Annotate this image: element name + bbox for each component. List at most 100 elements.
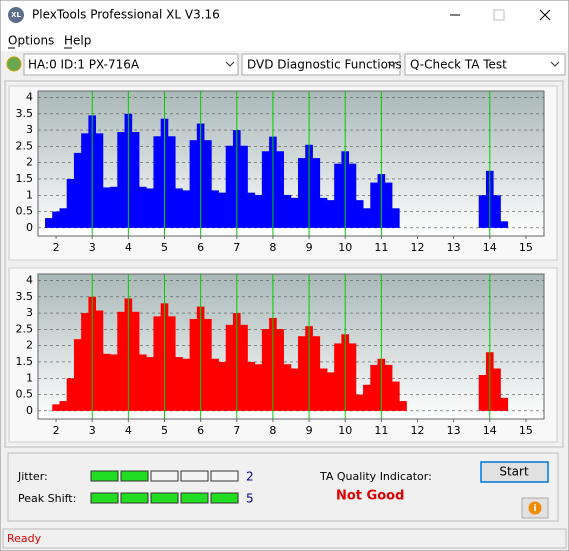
bar: [478, 375, 487, 411]
bar: [225, 324, 234, 411]
bar: [225, 145, 234, 228]
bar: [189, 318, 198, 411]
bar: [95, 310, 104, 411]
y-tick-label: 3: [26, 123, 33, 136]
close-button[interactable]: [539, 9, 551, 21]
bar: [326, 200, 335, 228]
y-tick-label: 4: [26, 274, 33, 287]
y-tick-label: 1: [26, 188, 33, 201]
x-tick-label: 3: [89, 241, 96, 254]
x-tick-label: 4: [125, 241, 132, 254]
y-tick-label: 3.5: [16, 107, 34, 120]
bar: [73, 339, 82, 411]
test-select[interactable]: [404, 53, 566, 76]
bar: [319, 197, 328, 228]
meter-segment-filled: [90, 492, 119, 504]
bar: [204, 140, 212, 228]
bar: [478, 195, 487, 228]
bar: [261, 329, 270, 411]
meter-segment-filled: [180, 492, 209, 504]
x-tick-label: 13: [447, 424, 461, 437]
results-panel: [7, 452, 559, 522]
bar: [500, 397, 509, 411]
x-tick-label: 6: [197, 424, 204, 437]
x-tick-label: 12: [411, 424, 425, 437]
bar: [254, 364, 263, 411]
bar: [110, 186, 118, 228]
y-tick-label: 2: [26, 339, 33, 352]
bar: [290, 197, 299, 228]
x-tick-label: 14: [483, 424, 497, 437]
bar: [384, 364, 393, 411]
info-icon-text: i: [533, 504, 536, 514]
meter-segment-filled: [210, 492, 239, 504]
drive-select-text: HA:0 ID:1 PX-716A: [28, 58, 140, 72]
x-tick-label: 8: [269, 241, 276, 254]
bar: [240, 324, 248, 411]
x-tick-label: 15: [519, 241, 533, 254]
bar: [167, 136, 176, 228]
bar: [399, 401, 407, 411]
x-tick-label: 10: [338, 241, 352, 254]
maximize-button[interactable]: [493, 9, 505, 21]
chart: 0 0.5 1 1.5 2 2.5 3 3.5 4 2 3 4 5 6 7 8 9 10 11 12 13 14 15: [16, 90, 545, 254]
y-tick-label: 4: [26, 91, 33, 104]
bar: [218, 192, 227, 228]
bar: [167, 316, 176, 411]
function-select[interactable]: [241, 53, 401, 76]
x-tick-label: 11: [374, 424, 388, 437]
bar: [384, 182, 393, 228]
x-tick-label: 2: [53, 424, 60, 437]
bar: [247, 192, 256, 228]
jitter-label: Jitter:: [17, 470, 48, 483]
menu-item[interactable]: Help: [64, 34, 91, 48]
title-bar: [1, 1, 568, 30]
start-button[interactable]: [480, 461, 549, 483]
bar: [66, 378, 75, 411]
x-tick-label: 14: [483, 241, 497, 254]
bar: [298, 336, 306, 411]
bar: [45, 218, 53, 228]
bar: [175, 188, 183, 228]
bar: [298, 158, 306, 228]
window-title: PlexTools Professional XL V3.16: [32, 8, 220, 22]
bar: [146, 357, 154, 411]
plot-frame: [37, 90, 545, 237]
y-tick-label: 3: [26, 306, 33, 319]
bar: [261, 151, 270, 228]
x-tick-label: 9: [306, 241, 313, 254]
bar: [493, 195, 501, 228]
quality-label: TA Quality Indicator:: [319, 470, 432, 483]
bar: [276, 329, 284, 411]
bar: [326, 372, 335, 411]
bar: [117, 311, 125, 411]
bar: [189, 140, 198, 228]
drive-select[interactable]: [23, 53, 239, 76]
bar: [73, 152, 82, 228]
bar: [319, 368, 328, 411]
meter-segment-filled: [90, 470, 119, 482]
bar: [182, 190, 190, 228]
y-tick-label: 2.5: [16, 139, 34, 152]
meters: [90, 470, 239, 504]
y-tick-label: 2.5: [16, 322, 34, 335]
bar: [392, 208, 400, 228]
bar: [139, 354, 147, 411]
x-tick-label: 5: [161, 424, 168, 437]
menu-item[interactable]: Options: [8, 34, 54, 48]
bar: [334, 343, 342, 411]
info-icon: [528, 501, 542, 515]
bar: [218, 361, 227, 411]
app-icon: [8, 7, 24, 23]
bar: [81, 133, 89, 228]
peak-shift-label: Peak Shift:: [18, 492, 76, 505]
x-tick-label: 8: [269, 424, 276, 437]
x-tick-label: 3: [89, 424, 96, 437]
dropdown-arrow: [387, 61, 397, 67]
bar: [146, 188, 154, 228]
jitter-value: 2: [246, 470, 254, 484]
plot-frame: [37, 273, 545, 420]
x-tick-label: 6: [197, 241, 204, 254]
bar: [95, 133, 104, 228]
